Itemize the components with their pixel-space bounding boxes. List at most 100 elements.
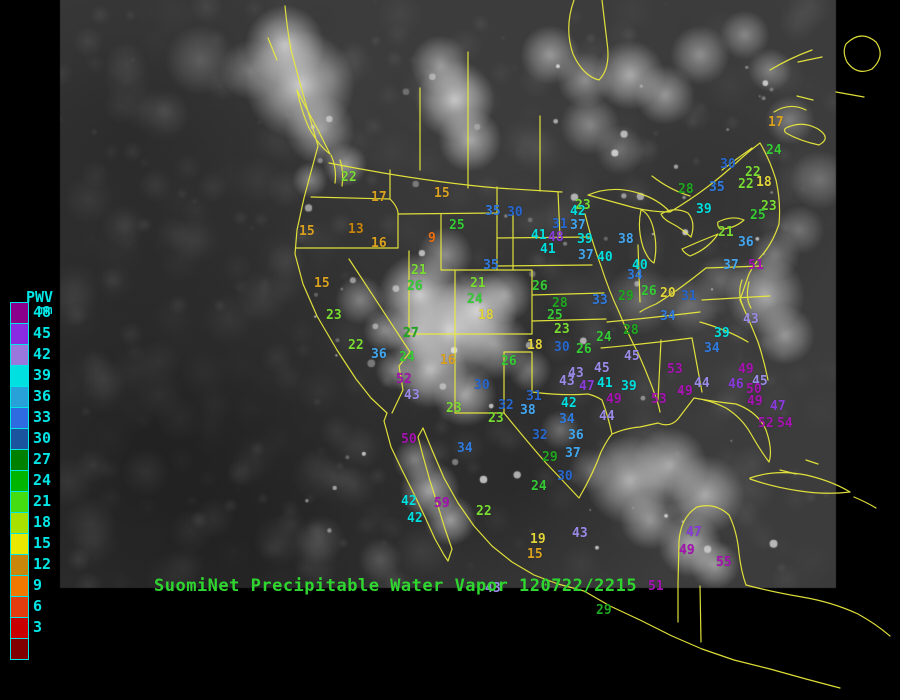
station-value: 52 (758, 416, 774, 431)
station-value: 41 (597, 376, 613, 391)
station-value: 31 (526, 389, 542, 404)
station-value: 47 (579, 379, 595, 394)
station-value: 34 (660, 309, 676, 324)
station-value: 33 (592, 293, 608, 308)
station-value: 36 (371, 347, 387, 362)
station-value: 34 (704, 341, 720, 356)
station-value: 17 (768, 115, 784, 130)
station-value: 51 (648, 579, 664, 594)
station-value: 34 (627, 268, 643, 283)
station-value: 28 (552, 296, 568, 311)
station-value: 44 (599, 409, 615, 424)
legend-cell (10, 512, 29, 534)
station-value: 30 (554, 340, 570, 355)
station-value: 22 (341, 170, 357, 185)
station-value: 43 (404, 388, 420, 403)
station-value: 18 (756, 175, 772, 190)
station-value: 30 (557, 469, 573, 484)
station-value: 45 (624, 349, 640, 364)
station-value: 24 (766, 143, 782, 158)
legend-unit: mm (38, 303, 53, 317)
legend-tick-label: 27 (33, 450, 52, 468)
station-value: 43 (559, 374, 575, 389)
station-value: 44 (694, 376, 710, 391)
legend-cell (10, 407, 29, 429)
station-value: 9 (428, 231, 436, 246)
station-value: 21 (718, 225, 734, 240)
station-value: 46 (728, 377, 744, 392)
station-value: 37 (578, 248, 594, 263)
station-value: 59 (434, 496, 450, 511)
station-value: 42 (401, 494, 417, 509)
station-value: 13 (348, 222, 364, 237)
station-value: 25 (449, 218, 465, 233)
legend-cell (10, 575, 29, 597)
station-value: 39 (714, 326, 730, 341)
station-value: 35 (485, 204, 501, 219)
legend-title: PWV (26, 288, 54, 306)
station-value: 25 (547, 308, 563, 323)
station-value: 37 (570, 218, 586, 233)
station-value: 39 (577, 232, 593, 247)
legend-tick-label: 33 (33, 408, 52, 426)
legend-cell (10, 491, 29, 513)
station-value: 26 (641, 284, 657, 299)
station-value: 42 (407, 511, 423, 526)
station-value: 34 (559, 412, 575, 427)
legend-cell (10, 596, 29, 618)
station-value: 15 (299, 224, 315, 239)
station-value: 23 (761, 199, 777, 214)
station-value: 40 (597, 250, 613, 265)
station-value: 43 (568, 366, 584, 381)
station-value: 37 (723, 258, 739, 273)
legend-tick-label: 24 (33, 471, 52, 489)
station-value: 23 (326, 308, 342, 323)
station-value: 26 (407, 279, 423, 294)
station-value: 48 (548, 230, 564, 245)
station-value: 24 (467, 292, 483, 307)
station-value: 16 (371, 236, 387, 251)
station-value: 25 (750, 208, 766, 223)
station-value: 21 (411, 263, 427, 278)
legend-tick-label: 3 (33, 618, 43, 636)
station-value: 22 (738, 177, 754, 192)
station-value: 34 (457, 441, 473, 456)
legend-tick-label: 9 (33, 576, 43, 594)
station-value: 18 (478, 308, 494, 323)
station-value: 41 (540, 242, 556, 257)
station-value: 27 (403, 326, 419, 341)
station-value: 52 (396, 372, 412, 387)
station-value: 35 (483, 258, 499, 273)
legend-tick-label: 18 (33, 513, 52, 531)
station-value: 50 (401, 432, 417, 447)
legend-tick-label: 42 (33, 345, 52, 363)
station-value: 45 (752, 374, 768, 389)
legend-tick-label: 6 (33, 597, 43, 615)
legend-cell (10, 365, 29, 387)
station-value: 42 (570, 204, 586, 219)
legend-cell (10, 470, 29, 492)
legend-cell (10, 428, 29, 450)
legend-tick-label: 30 (33, 429, 52, 447)
station-value: 28 (678, 182, 694, 197)
station-value: 22 (348, 338, 364, 353)
station-value: 30 (720, 157, 736, 172)
legend-cell (10, 323, 29, 345)
station-value: 31 (681, 289, 697, 304)
station-value: 39 (621, 379, 637, 394)
station-value: 23 (446, 401, 462, 416)
station-value: 26 (532, 279, 548, 294)
station-value: 28 (623, 323, 639, 338)
station-value: 15 (314, 276, 330, 291)
station-value: 20 (660, 286, 676, 301)
station-value: 49 (679, 543, 695, 558)
station-value: 49 (606, 392, 622, 407)
station-value: 39 (696, 202, 712, 217)
station-value: 41 (531, 228, 547, 243)
legend-tick-label: 39 (33, 366, 52, 384)
station-value: 22 (476, 504, 492, 519)
station-value: 43 (743, 312, 759, 327)
station-value: 37 (565, 446, 581, 461)
